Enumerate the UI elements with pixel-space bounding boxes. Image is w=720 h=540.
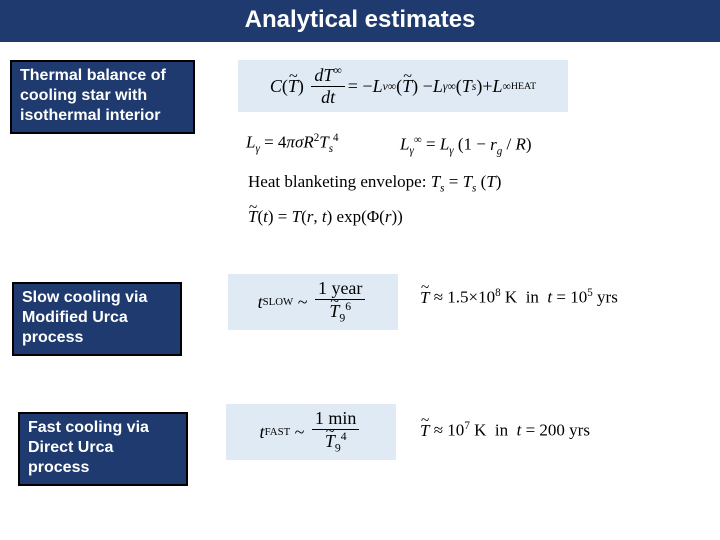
sym-plus: +	[482, 76, 492, 97]
sym-dT: dT	[314, 65, 333, 85]
den-exp-fast: 4	[341, 430, 347, 443]
equation-photon-luminosity-inf: Lγ∞ = Lγ (1 − rg / R)	[400, 134, 532, 157]
sym-Lgam: L	[433, 76, 443, 97]
result-slow: T ≈ 1.5×108 K in t = 105 yrs	[420, 287, 618, 308]
equation-redshift-T: T(t) = T(r, t) exp(Φ(r))	[248, 207, 403, 227]
sym-Lnu: L	[373, 76, 383, 97]
label-thermal-balance: Thermal balance of cooling star with iso…	[10, 60, 195, 134]
sym-Ttilde-1: T	[288, 76, 298, 97]
den-9-fast: 9	[335, 442, 341, 455]
sym-Ts: T	[462, 76, 472, 97]
num-tslow: 1 year	[315, 279, 365, 300]
den-T-fast: T	[325, 432, 335, 451]
equation-tslow: tSLOW ~ 1 year T96	[228, 274, 398, 330]
sub-slow: SLOW	[263, 296, 294, 308]
sub-heat: HEAT	[511, 81, 536, 92]
sym-eq-neg: = −	[348, 76, 373, 97]
den-T-slow: T	[329, 302, 339, 321]
frac-tfast: 1 min T94	[312, 409, 360, 455]
num-tfast: 1 min	[312, 409, 360, 430]
sym-Ttilde-2: T	[402, 76, 412, 97]
sym-C: C	[270, 76, 282, 97]
equation-photon-luminosity: Lγ = 4πσR2Ts4	[246, 132, 339, 155]
slide-content: Thermal balance of cooling star with iso…	[0, 42, 720, 538]
sym-dt: dt	[318, 87, 338, 107]
equation-heat-blanket: Heat blanketing envelope: Ts = Ts (T)	[248, 172, 501, 194]
result-fast: T ≈ 107 K in t = 200 yrs	[420, 420, 590, 441]
sup-inf-3: ∞	[503, 80, 511, 93]
frac-tslow: 1 year T96	[315, 279, 365, 325]
slide-title: Analytical estimates	[0, 0, 720, 42]
sub-fast: FAST	[265, 426, 291, 438]
sup-inf-2: ∞	[447, 80, 455, 93]
den-9-slow: 9	[339, 312, 345, 325]
den-exp-slow: 6	[345, 300, 351, 313]
equation-thermal-balance: C (T) dT∞ dt = − Lν∞ (T) − Lγ∞ (Ts) + L∞…	[238, 60, 568, 112]
equation-tfast: tFAST ~ 1 min T94	[226, 404, 396, 460]
sym-Lheat: L	[493, 76, 503, 97]
sup-inf-1: ∞	[388, 80, 396, 93]
label-slow-cooling: Slow cooling via Modified Urca process	[12, 282, 182, 356]
frac-dTdt: dT∞ dt	[311, 65, 344, 107]
label-fast-cooling: Fast cooling via Direct Urca process	[18, 412, 188, 486]
